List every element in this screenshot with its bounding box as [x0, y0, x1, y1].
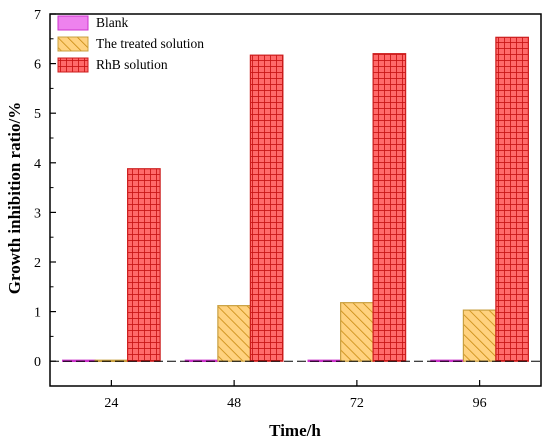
- x-tick-label-96: 96: [473, 396, 487, 411]
- x-tick-label-24: 24: [104, 396, 118, 411]
- x-tick-label-72: 72: [350, 396, 364, 411]
- plot-frame: [49, 13, 542, 387]
- bar-rhb-solution-96: [495, 36, 529, 362]
- legend-swatch-the-treated-solution: [57, 36, 89, 52]
- y-tick-label-6: 6: [34, 58, 41, 73]
- bar-the-treated-solution-48: [217, 305, 251, 362]
- bar-the-treated-solution-72: [340, 302, 374, 362]
- y-tick-label-5: 5: [34, 107, 41, 122]
- legend-label-rhb-solution: RhB solution: [96, 57, 168, 72]
- bar-rhb-solution-24: [127, 168, 161, 362]
- y-tick-label-0: 0: [34, 355, 41, 370]
- x-tick-label-48: 48: [227, 396, 241, 411]
- legend-swatch-blank: [57, 15, 89, 31]
- legend: Blank The treated solution RhB solution: [57, 15, 204, 73]
- bar-rhb-solution-72: [372, 53, 407, 362]
- y-tick-label-2: 2: [34, 256, 41, 271]
- y-tick-label-1: 1: [34, 306, 41, 321]
- x-axis: 24 48 72 96: [104, 380, 487, 411]
- legend-label-blank: Blank: [96, 15, 128, 30]
- bar-the-treated-solution-96: [462, 309, 497, 362]
- y-tick-label-3: 3: [34, 206, 41, 221]
- legend-label-the-treated-solution: The treated solution: [96, 36, 204, 51]
- y-tick-label-7: 7: [34, 8, 41, 23]
- bar-rhb-solution-48: [249, 54, 284, 362]
- legend-swatch-rhb-solution: [57, 57, 89, 73]
- y-axis: 0 1 2 3 4 5 6 7: [34, 8, 56, 370]
- x-axis-title: Time/h: [269, 421, 321, 440]
- bars-group: [62, 36, 529, 363]
- y-tick-label-4: 4: [34, 157, 41, 172]
- y-axis-title: Growth inhibition ratio/%: [5, 102, 24, 294]
